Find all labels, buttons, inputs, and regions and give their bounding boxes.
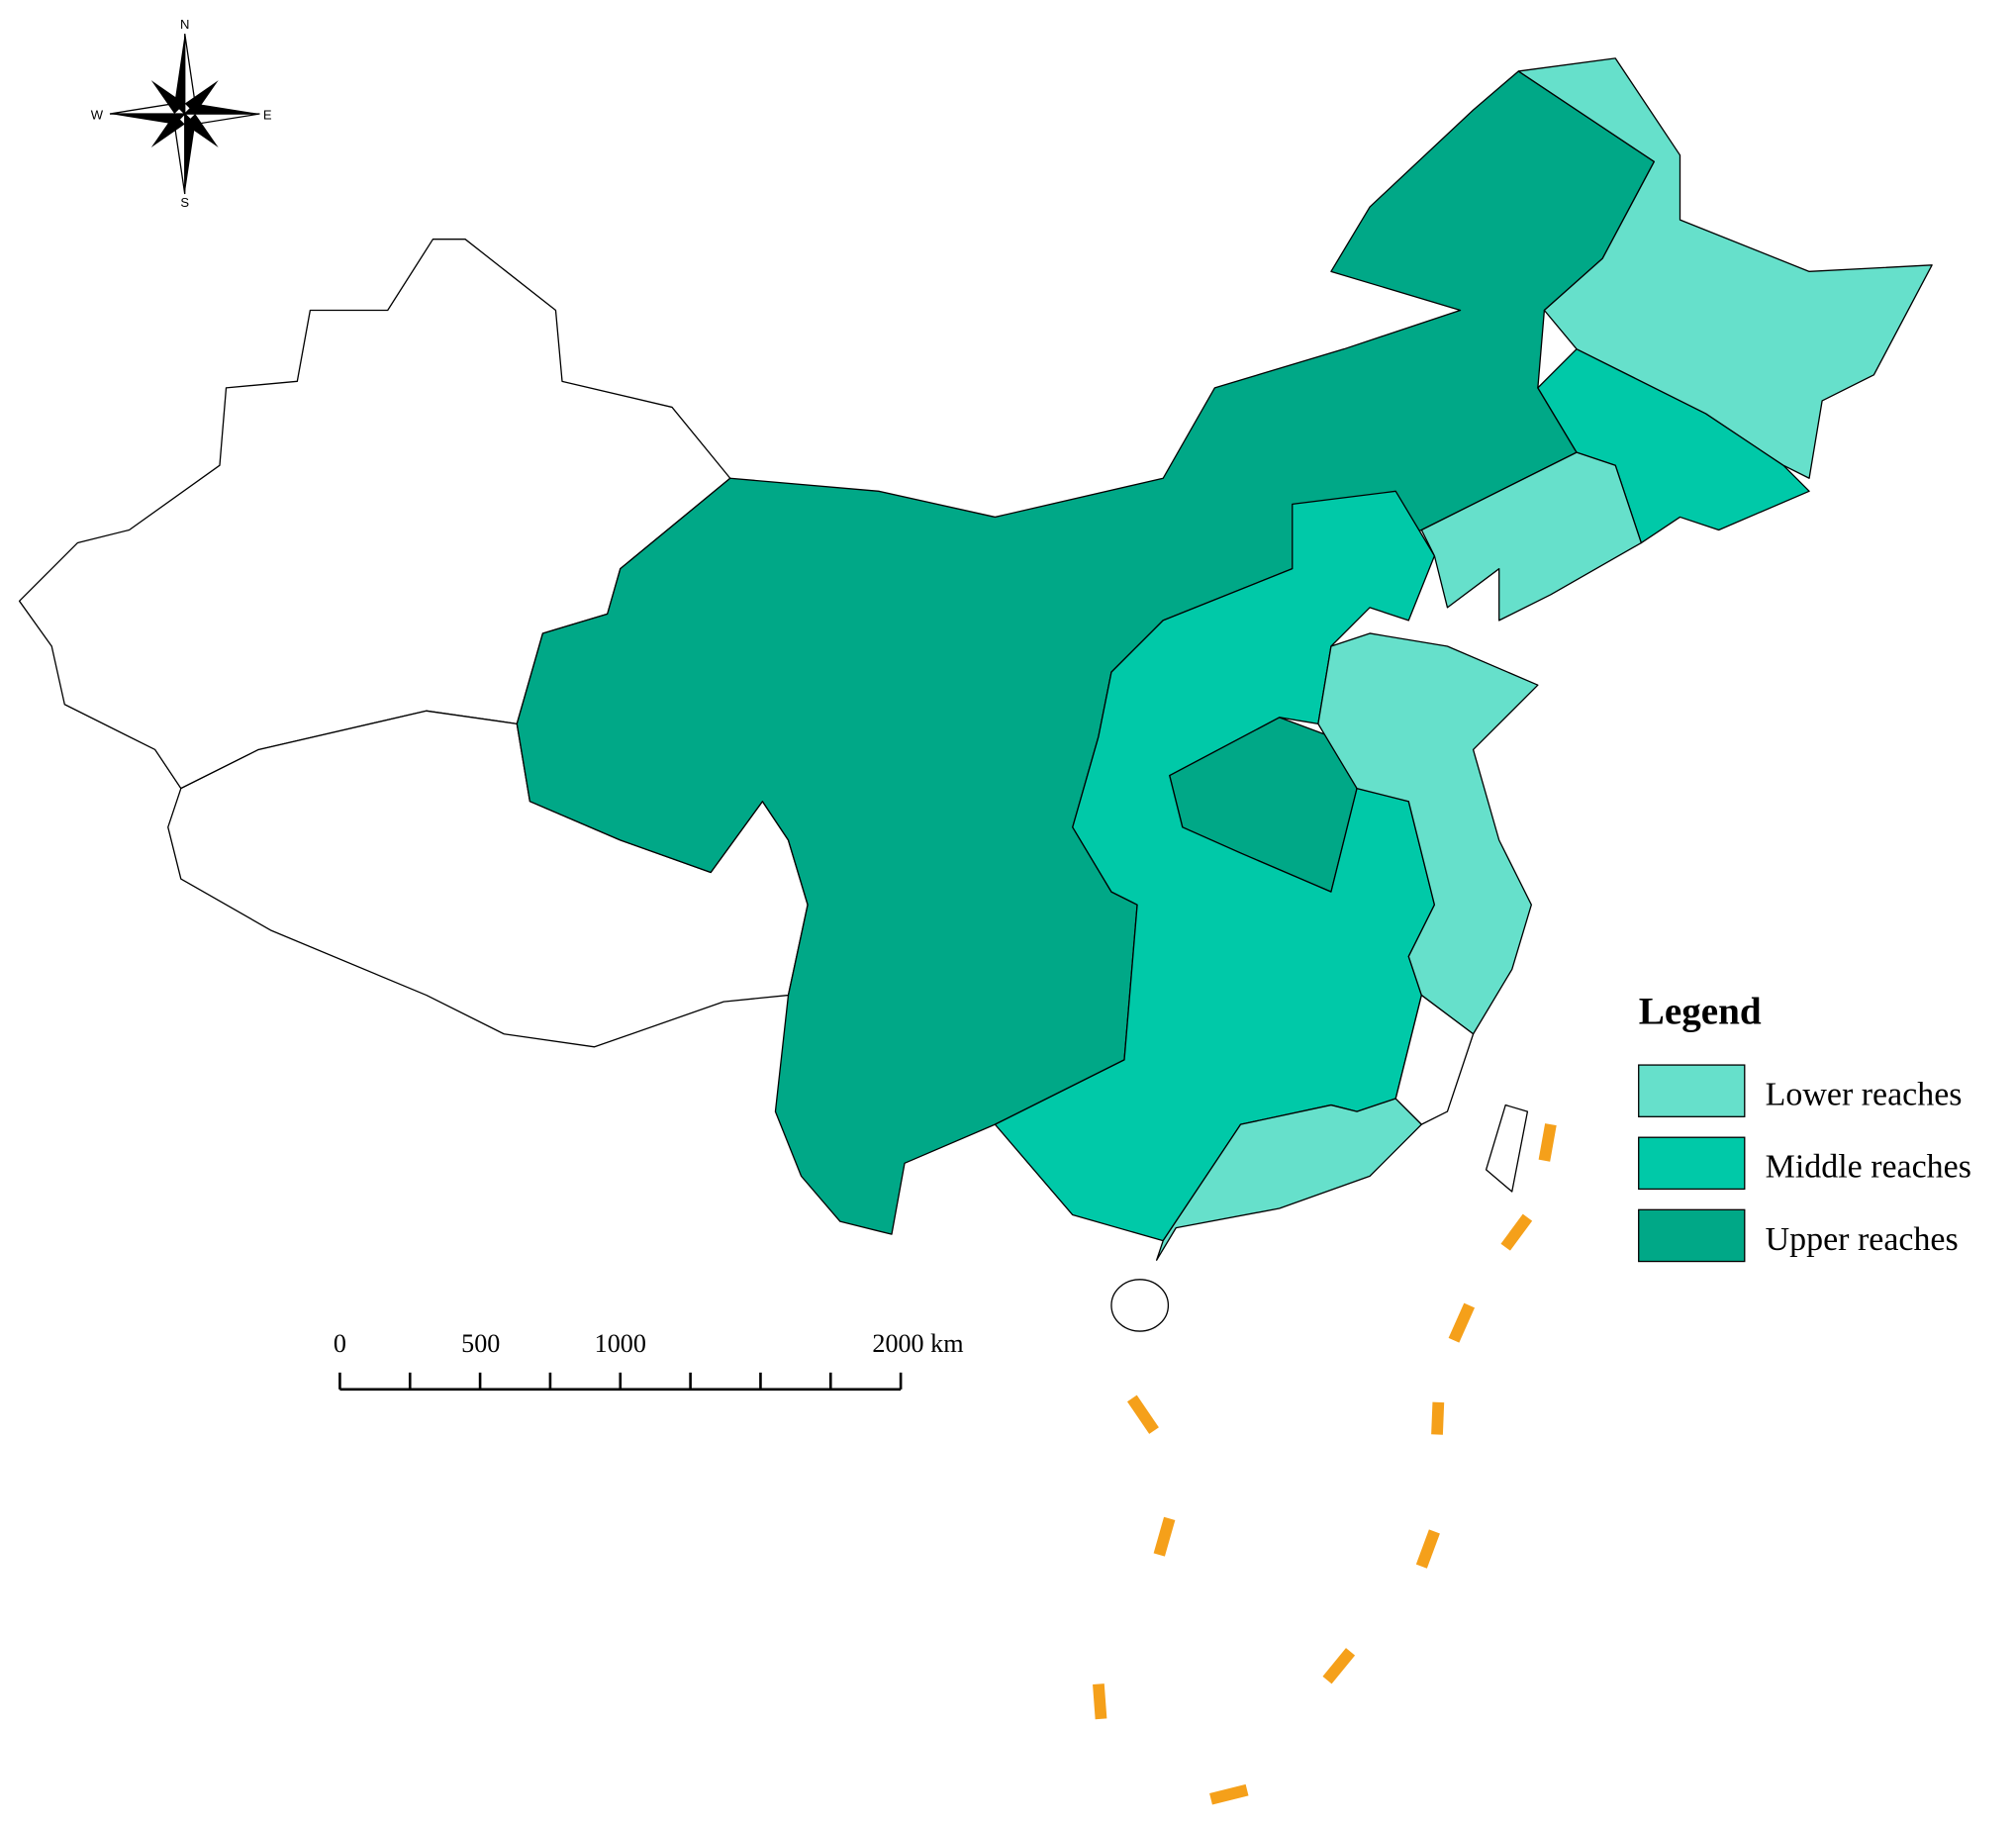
region (1517, 57, 1933, 479)
legend-swatch (1638, 1064, 1746, 1117)
legend-label: Upper reaches (1766, 1221, 1959, 1258)
regions (18, 57, 1933, 1332)
nine-dash-line (1093, 1123, 1557, 1805)
legend-label: Middle reaches (1766, 1149, 1971, 1186)
compass-w: W (91, 107, 104, 122)
scale-bar: 0 500 1000 2000 km (334, 1329, 964, 1392)
legend: Legend Lower reaches Middle reaches Upper … (1638, 990, 1971, 1263)
scale-label: 500 (461, 1329, 500, 1358)
region (1317, 632, 1539, 1035)
legend-swatch (1638, 1208, 1746, 1263)
scale-label: 0 (334, 1329, 346, 1358)
island (1110, 1279, 1170, 1332)
legend-label: Lower reaches (1766, 1077, 1963, 1113)
region (1420, 451, 1642, 622)
scale-label: 2000 km (872, 1329, 963, 1358)
compass-s: S (180, 195, 189, 210)
compass-e: E (263, 107, 272, 122)
legend-swatch (1638, 1136, 1746, 1191)
region (516, 70, 1656, 1235)
island (1485, 1104, 1529, 1193)
compass-n: N (180, 17, 189, 32)
legend-title: Legend (1639, 990, 1762, 1032)
region (1394, 994, 1475, 1125)
compass: N S E W (91, 17, 272, 210)
scale-label: 1000 (595, 1329, 646, 1358)
